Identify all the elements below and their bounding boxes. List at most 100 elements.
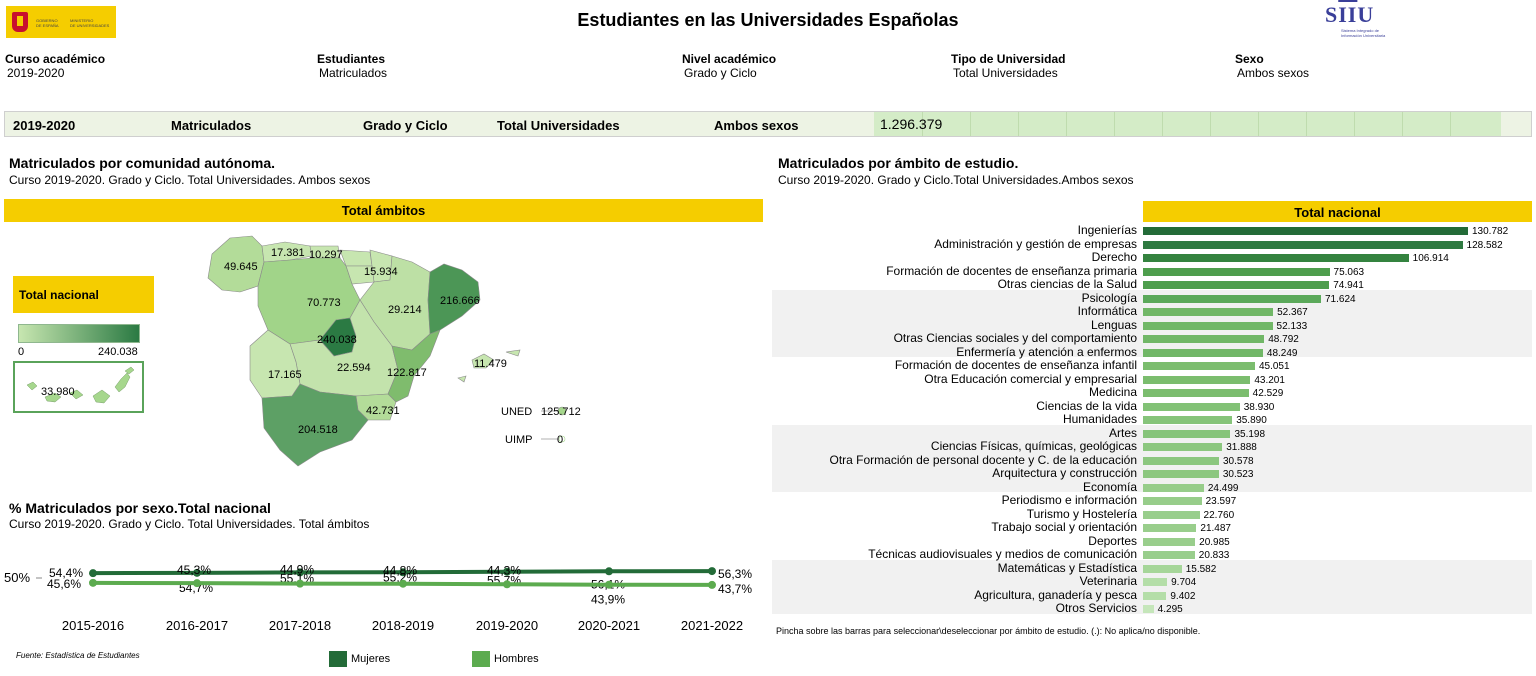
bar-category-label[interactable]: Otras ciencias de la Salud [997,277,1137,291]
bar-category-label[interactable]: Lenguas [1090,317,1137,332]
bar[interactable] [1143,429,1231,438]
bar-category-label[interactable]: Trabajo social y orientación [991,520,1137,534]
data-point[interactable] [193,579,201,588]
data-point[interactable] [605,567,613,576]
bar-category-label[interactable]: Humanidades [1062,412,1137,426]
bar-category-label[interactable]: Técnicas audiovisuales y medios de comun… [868,547,1137,561]
data-point[interactable] [193,568,201,577]
filter-nivel[interactable]: Nivel académico Grado y Ciclo [682,52,776,80]
bar[interactable] [1143,321,1273,330]
data-point[interactable] [89,578,97,587]
bar-category-label[interactable]: Artes [1108,425,1137,440]
bar[interactable] [1143,254,1409,262]
bar[interactable] [1143,348,1263,357]
legend-label-mujeres[interactable]: Mujeres [351,653,391,665]
bar[interactable] [1143,524,1197,532]
bar[interactable] [1143,335,1265,343]
bar-category-label[interactable]: Otros Servicios [1055,601,1137,615]
region-baleares[interactable] [457,349,521,383]
bar-category-label[interactable]: Enfermería y atención a enfermos [956,344,1137,359]
total-nacional-button[interactable]: Total nacional [13,276,154,313]
bar-category-label[interactable]: Otras Ciencias sociales y del comportami… [893,331,1137,345]
legend-swatch-hombres[interactable] [472,651,490,667]
bar[interactable] [1143,456,1219,465]
bar-category-label[interactable]: Periodismo e información [1001,493,1137,507]
bar[interactable] [1143,470,1219,478]
bar-category-label[interactable]: Ciencias de la vida [1036,398,1137,413]
bar-category-label[interactable]: Administración y gestión de empresas [934,236,1137,251]
data-point[interactable] [89,569,97,578]
bar-category-label[interactable]: Psicología [1081,290,1137,305]
bar[interactable] [1143,227,1468,235]
data-point[interactable] [399,568,407,577]
bar[interactable] [1143,537,1196,546]
filter-value[interactable]: Ambos sexos [1237,66,1310,80]
filter-sexo[interactable]: Sexo Ambos sexos [1235,52,1309,80]
bar[interactable] [1143,483,1204,492]
filter-value[interactable]: Grado y Ciclo [684,66,757,80]
bar[interactable] [1143,443,1223,451]
region-andalucia[interactable] [261,383,369,467]
filter-tipo[interactable]: Tipo de Universidad Total Universidades [951,52,1065,80]
bar[interactable] [1143,510,1200,519]
map-label-madrid: 240.038 [317,334,357,346]
region-valencia[interactable] [387,329,441,403]
bar[interactable] [1143,281,1330,289]
filter-curso[interactable]: Curso académico 2019-2020 [5,52,105,80]
bar-category-label[interactable]: Turismo y Hostelería [1026,506,1137,521]
sex-line-chart[interactable]: 50% 2015-2016 2016-2017 2017-2018 2018-2019 2… [0,535,770,635]
bar[interactable] [1143,591,1167,600]
data-point[interactable] [605,580,613,589]
bar[interactable] [1143,497,1202,505]
bar-category-label[interactable]: Otra Formación de personal docente y C. … [829,452,1137,467]
data-point[interactable] [296,579,304,588]
bar-category-label[interactable]: Veterinaria [1079,574,1137,588]
bar-category-label[interactable]: Formación de docentes de enseñanza infan… [894,358,1137,372]
bar-category-label[interactable]: Matemáticas y Estadística [997,560,1137,575]
filter-value[interactable]: 2019-2020 [7,66,65,80]
bar[interactable] [1143,416,1233,424]
map-label-aragon: 29.214 [388,304,422,316]
legend-label-hombres[interactable]: Hombres [494,653,539,665]
bar-category-label[interactable]: Derecho [1091,250,1137,264]
filter-estudiantes[interactable]: Estudiantes Matriculados [317,52,387,80]
bar[interactable] [1143,551,1195,559]
bar-value-label: 45.051 [1258,361,1290,372]
data-point[interactable] [399,579,407,588]
bar-category-label[interactable]: Ciencias Físicas, químicas, geológicas [930,439,1137,453]
bar[interactable] [1143,578,1168,586]
data-point[interactable] [708,567,716,576]
spain-map[interactable] [0,0,770,676]
legend-swatch-mujeres[interactable] [329,651,347,667]
canarias-inset[interactable] [13,361,144,413]
bar-category-label[interactable]: Informática [1077,304,1137,318]
data-point[interactable] [296,568,304,577]
filter-value[interactable]: Matriculados [319,66,388,80]
bar[interactable] [1143,294,1321,303]
bar[interactable] [1143,362,1255,370]
bar-category-label[interactable]: Agricultura, ganadería y pesca [974,587,1137,602]
bar-category-label[interactable]: Medicina [1088,385,1137,399]
bar[interactable] [1143,402,1240,411]
bar-category-label[interactable]: Deportes [1088,533,1137,548]
bar-category-label[interactable]: Arquitectura y construcción [992,466,1137,480]
data-point[interactable] [503,580,511,589]
region-cataluna[interactable] [427,263,481,335]
canarias-map[interactable] [15,363,142,411]
bar[interactable] [1143,389,1249,397]
bar[interactable] [1143,605,1154,613]
map-label-castilla-y-leon: 70.773 [307,297,341,309]
filter-value[interactable]: Total Universidades [953,66,1058,80]
bar[interactable] [1143,308,1274,316]
bar-category-label[interactable]: Formación de docentes de enseñanza prima… [886,263,1137,278]
bar[interactable] [1143,267,1330,276]
bar[interactable] [1143,240,1463,249]
bar-category-label[interactable]: Economía [1082,479,1137,494]
data-point[interactable] [708,580,716,589]
bar[interactable] [1143,375,1251,384]
bar[interactable] [1143,564,1182,573]
data-point[interactable] [503,567,511,576]
bar-category-label[interactable]: Otra Educación comercial y empresarial [924,371,1137,386]
bar-category-label[interactable]: Ingenierías [1077,223,1137,237]
